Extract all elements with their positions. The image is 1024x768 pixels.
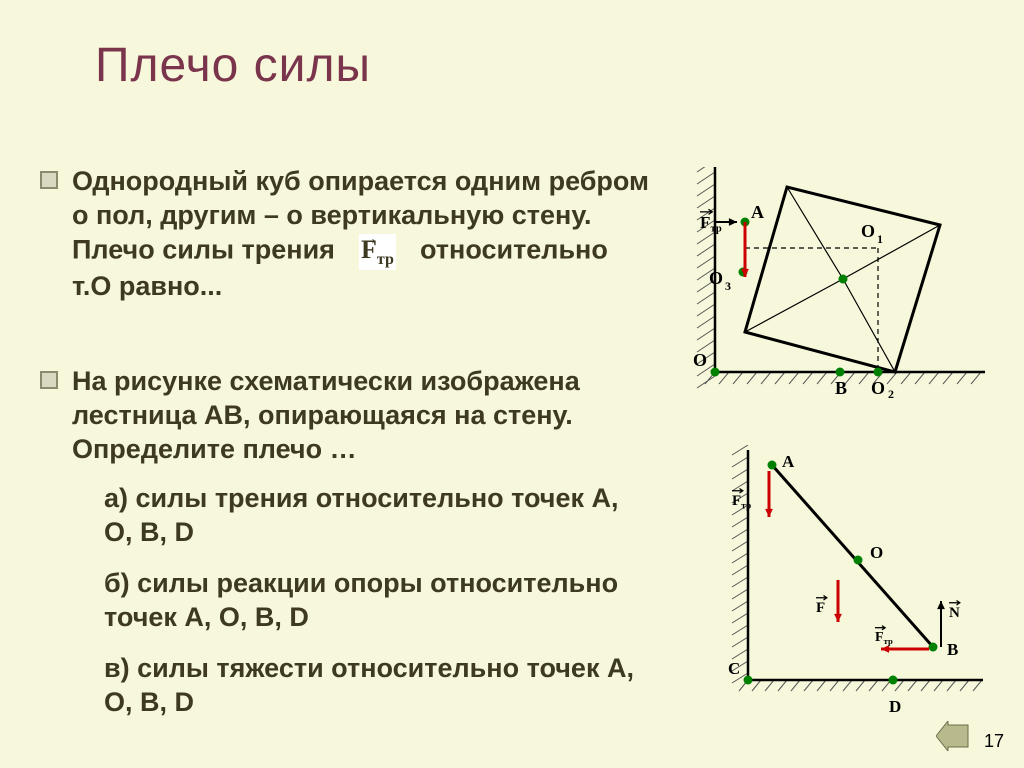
svg-text:F: F: [816, 600, 825, 616]
page-number: 17: [984, 731, 1004, 752]
svg-text:1: 1: [877, 232, 883, 246]
sub-item-a: а) силы трения относительно точек А, О, …: [104, 481, 650, 550]
sub-item-b: б) силы реакции опоры относительно точек…: [104, 566, 650, 635]
svg-text:N: N: [949, 605, 960, 621]
svg-text:тр: тр: [884, 636, 893, 646]
left-arrow-icon: [936, 721, 970, 751]
svg-text:С: С: [728, 659, 740, 678]
paragraph-2: На рисунке схематически изображена лестн…: [40, 365, 650, 720]
svg-text:тр: тр: [741, 501, 751, 511]
svg-text:О: О: [709, 268, 723, 288]
svg-text:D: D: [889, 697, 901, 716]
svg-text:А: А: [751, 202, 764, 222]
sub-item-c: в) силы тяжести относительно точек А, О,…: [104, 651, 650, 720]
figure-cube-svg: АFтрО1О3ОВО2: [685, 167, 995, 402]
svg-text:3: 3: [725, 279, 731, 293]
svg-text:F: F: [875, 630, 884, 645]
nav-back-button[interactable]: [936, 721, 970, 756]
bullet-icon: [40, 171, 58, 189]
text-column: Однородный куб опирается одним ребром о …: [40, 165, 650, 740]
figure-cube: АFтрО1О3ОВО2: [685, 167, 995, 407]
svg-text:В: В: [835, 378, 847, 398]
svg-text:О: О: [871, 378, 885, 398]
svg-text:О: О: [870, 543, 883, 562]
ftr-symbol: → Fтр: [359, 234, 396, 270]
svg-text:В: В: [947, 640, 958, 659]
bullet-icon: [40, 371, 58, 389]
ftr-sub: тр: [377, 251, 394, 268]
svg-text:F: F: [700, 213, 710, 232]
sub-list: а) силы трения относительно точек А, О, …: [104, 481, 650, 720]
svg-text:О: О: [861, 221, 875, 241]
svg-text:О: О: [693, 350, 707, 370]
svg-text:F: F: [732, 493, 741, 509]
figure-ladder: А Fтр О F В N Fтр С D: [708, 445, 988, 730]
figure-ladder-svg: А Fтр О F В N Fтр С D: [708, 445, 988, 725]
paragraph-1: Однородный куб опирается одним ребром о …: [40, 165, 650, 303]
slide-title: Плечо силы: [95, 38, 371, 93]
para1-text: Однородный куб опирается одним ребром о …: [72, 165, 650, 303]
svg-text:2: 2: [888, 387, 894, 401]
para2-text: На рисунке схематически изображена лестн…: [72, 365, 650, 466]
svg-text:А: А: [782, 452, 795, 471]
svg-text:тр: тр: [711, 224, 722, 235]
